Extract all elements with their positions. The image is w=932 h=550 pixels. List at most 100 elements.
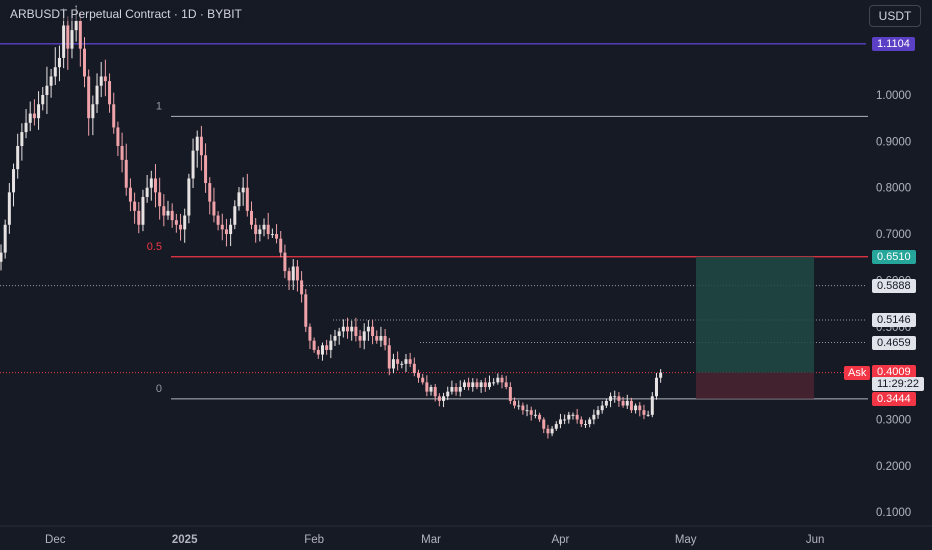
candle <box>24 108 28 139</box>
candle <box>279 230 283 258</box>
candle <box>638 402 642 417</box>
candle <box>354 317 358 342</box>
candle <box>7 183 11 234</box>
candle <box>287 267 291 291</box>
candle <box>70 16 74 59</box>
fib-level-label-1: 0.5 <box>147 241 162 253</box>
candle <box>41 86 45 111</box>
price-tag-1-1104: 1.1104 <box>872 36 915 51</box>
candle <box>191 138 195 189</box>
candle <box>312 337 316 353</box>
candle <box>471 378 475 392</box>
candle <box>538 412 542 422</box>
candle <box>112 92 116 134</box>
candle <box>550 426 554 437</box>
candle <box>333 329 337 347</box>
candle <box>199 125 203 171</box>
candle <box>575 408 579 424</box>
price-axis: 1.00000.90000.80000.70000.60000.50000.40… <box>876 90 911 519</box>
profit-zone[interactable] <box>696 256 814 373</box>
candle <box>379 326 383 347</box>
candle <box>216 211 220 231</box>
candle <box>600 400 604 414</box>
candle <box>12 163 16 207</box>
fib-level-label-0: 1 <box>156 100 162 112</box>
candle <box>592 409 596 425</box>
candle <box>533 409 537 419</box>
candle <box>604 398 608 409</box>
candle <box>87 69 91 136</box>
candle <box>408 352 412 368</box>
candle <box>220 213 224 241</box>
candle <box>517 400 521 410</box>
candle <box>187 173 191 224</box>
candle <box>291 259 295 290</box>
candle <box>396 351 400 371</box>
price-tag-0-4009: 0.4009 <box>872 364 916 379</box>
candle <box>654 372 658 400</box>
candle <box>437 393 441 407</box>
candle <box>254 217 258 243</box>
candle <box>270 228 274 238</box>
candle <box>166 200 170 220</box>
candle <box>487 375 491 390</box>
candle <box>179 213 183 241</box>
price-tag-0-4659: 0.4659 <box>872 335 916 350</box>
candle <box>149 170 153 201</box>
candle <box>492 378 496 386</box>
x-tick-label-2: Feb <box>304 534 324 546</box>
candle <box>579 416 583 428</box>
candle <box>567 411 571 424</box>
fib-level-label-2: 0 <box>156 383 162 395</box>
x-tick-label-1: 2025 <box>172 534 198 546</box>
candle <box>450 380 454 395</box>
candle <box>446 386 450 401</box>
candlestick-series <box>0 5 663 439</box>
candle <box>170 203 174 228</box>
candle <box>95 73 99 113</box>
candle <box>174 213 178 233</box>
candle <box>124 143 128 196</box>
candle <box>153 164 157 208</box>
loss-zone[interactable] <box>696 372 814 399</box>
candle <box>316 346 320 359</box>
candle <box>250 201 253 230</box>
candle <box>133 192 137 224</box>
candle <box>383 328 387 351</box>
candle <box>442 392 446 408</box>
candle <box>258 224 262 242</box>
y-tick-label-2: 0.8000 <box>876 183 911 195</box>
candle <box>433 384 437 402</box>
candle <box>500 374 504 389</box>
candle <box>483 377 487 392</box>
candle <box>57 45 61 82</box>
candle <box>508 382 512 405</box>
candle <box>304 289 308 333</box>
currency-button[interactable]: USDT <box>869 5 921 27</box>
candle <box>233 200 237 230</box>
candle <box>525 404 529 417</box>
y-tick-label-0: 1.0000 <box>876 90 911 102</box>
candle <box>141 189 145 232</box>
candle <box>53 47 57 85</box>
candle <box>596 406 600 419</box>
candle <box>496 373 500 385</box>
candle <box>584 420 587 428</box>
candle <box>429 384 433 396</box>
candle <box>208 177 212 215</box>
candle <box>462 379 466 390</box>
candle <box>78 11 82 67</box>
candle <box>224 218 228 247</box>
candle <box>120 132 124 173</box>
x-tick-label-0: Dec <box>45 534 66 546</box>
candle <box>329 334 333 359</box>
candle <box>262 218 266 237</box>
candle <box>521 402 525 415</box>
time-axis: Dec 2025 Feb Mar Apr May Jun <box>0 525 932 546</box>
candle <box>275 224 279 244</box>
y-tick-label-1: 0.9000 <box>876 136 911 148</box>
candle <box>421 373 425 385</box>
candle <box>529 406 533 421</box>
candle <box>3 219 7 259</box>
